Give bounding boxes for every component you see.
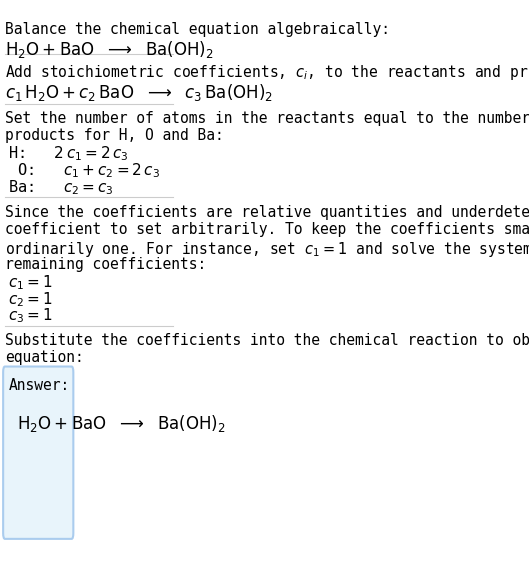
Text: remaining coefficients:: remaining coefficients:: [5, 257, 206, 272]
Text: Set the number of atoms in the reactants equal to the number of atoms in the: Set the number of atoms in the reactants…: [5, 111, 529, 126]
Text: Since the coefficients are relative quantities and underdetermined, choose a: Since the coefficients are relative quan…: [5, 205, 529, 220]
Text: $\mathregular{H_2O + BaO}$  $\longrightarrow$  $\mathregular{Ba(OH)_2}$: $\mathregular{H_2O + BaO}$ $\longrightar…: [5, 39, 214, 60]
Text: Ba:   $c_2 = c_3$: Ba: $c_2 = c_3$: [8, 178, 114, 197]
Text: $c_2 = 1$: $c_2 = 1$: [8, 290, 53, 309]
Text: products for H, O and Ba:: products for H, O and Ba:: [5, 128, 224, 143]
Text: Add stoichiometric coefficients, $c_i$, to the reactants and products:: Add stoichiometric coefficients, $c_i$, …: [5, 63, 529, 82]
Text: Balance the chemical equation algebraically:: Balance the chemical equation algebraica…: [5, 22, 390, 37]
Text: equation:: equation:: [5, 350, 84, 365]
Text: ordinarily one. For instance, set $c_1 = 1$ and solve the system of equations fo: ordinarily one. For instance, set $c_1 =…: [5, 239, 529, 259]
Text: coefficient to set arbitrarily. To keep the coefficients small, the arbitrary va: coefficient to set arbitrarily. To keep …: [5, 222, 529, 237]
Text: $\mathregular{H_2O + BaO}$  $\longrightarrow$  $\mathregular{Ba(OH)_2}$: $\mathregular{H_2O + BaO}$ $\longrightar…: [17, 413, 226, 434]
Text: $c_1 = 1$: $c_1 = 1$: [8, 274, 53, 292]
Text: Substitute the coefficients into the chemical reaction to obtain the balanced: Substitute the coefficients into the che…: [5, 333, 529, 348]
Text: O:   $c_1 + c_2 = 2\,c_3$: O: $c_1 + c_2 = 2\,c_3$: [8, 161, 161, 180]
FancyBboxPatch shape: [3, 366, 74, 539]
Text: $c_3 = 1$: $c_3 = 1$: [8, 306, 53, 325]
Text: $c_1\,\mathregular{H_2O} + c_2\,\mathregular{BaO}$  $\longrightarrow$  $c_3\,\ma: $c_1\,\mathregular{H_2O} + c_2\,\mathreg…: [5, 82, 273, 103]
Text: Answer:: Answer:: [8, 378, 70, 393]
Text: H:   $2\,c_1 = 2\,c_3$: H: $2\,c_1 = 2\,c_3$: [8, 144, 129, 163]
